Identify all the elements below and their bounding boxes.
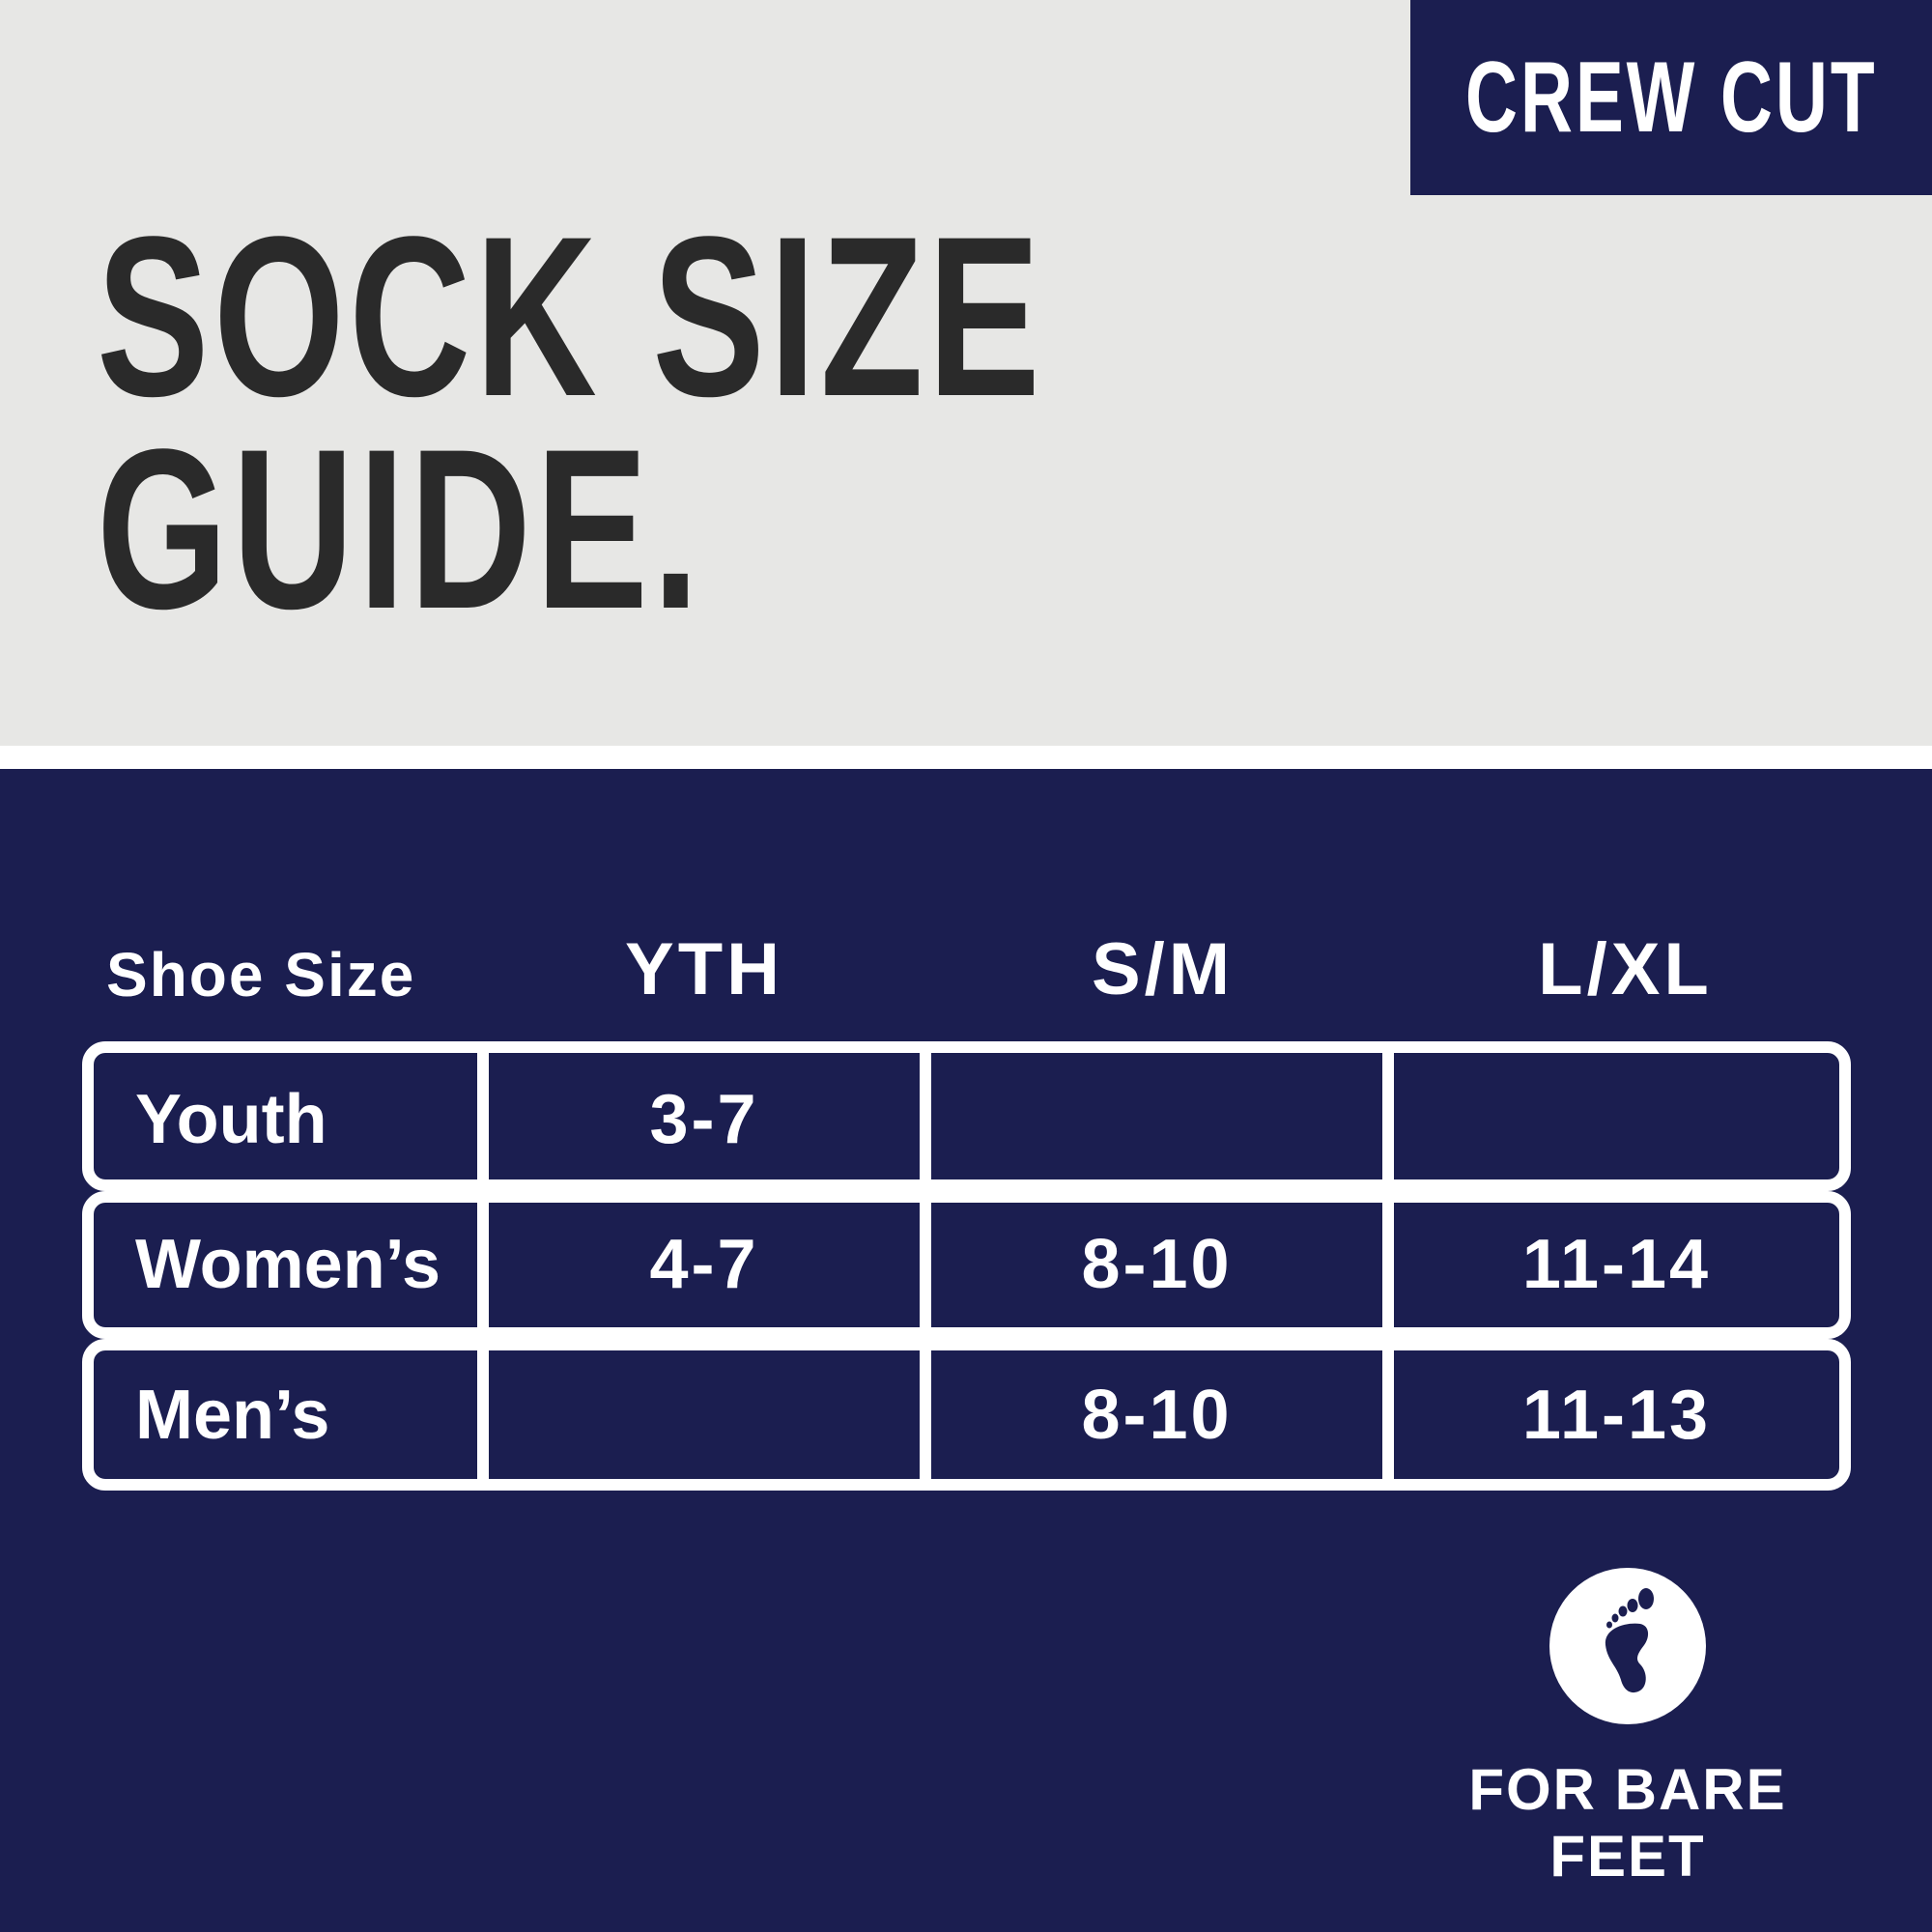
brand-label: CREW CUT (1464, 41, 1878, 154)
table-row (82, 1339, 1851, 1491)
page-title-line2: GUIDE. (97, 402, 704, 657)
table-row (82, 1191, 1851, 1339)
header-yth: YTH (625, 928, 783, 1010)
column-divider (1382, 1041, 1394, 1491)
cell-womens-lxl: 11-14 (1521, 1226, 1712, 1303)
cell-womens-yth: 4-7 (649, 1226, 759, 1303)
header-lxl: L/XL (1538, 928, 1713, 1010)
bare-foot-icon (1549, 1568, 1706, 1724)
page-title-line1: SOCK SIZE (97, 189, 1045, 444)
cell-youth-yth: 3-7 (649, 1081, 759, 1158)
row-label-youth: Youth (135, 1081, 327, 1158)
header-sm: S/M (1091, 928, 1235, 1010)
column-divider (920, 1041, 931, 1491)
row-label-womens: Women’s (135, 1226, 441, 1303)
cell-mens-lxl: 11-13 (1521, 1377, 1712, 1454)
bare-feet-label: FOR BARE FEET (1468, 1757, 1787, 1889)
brand-badge: CREW CUT (1410, 0, 1932, 195)
column-divider (477, 1041, 489, 1491)
table-row (82, 1041, 1851, 1191)
row-label-mens: Men’s (135, 1377, 330, 1454)
cell-mens-sm: 8-10 (1081, 1377, 1233, 1454)
size-table-panel (0, 769, 1932, 1932)
header-shoe-size: Shoe Size (106, 940, 416, 1009)
cell-womens-sm: 8-10 (1081, 1226, 1233, 1303)
